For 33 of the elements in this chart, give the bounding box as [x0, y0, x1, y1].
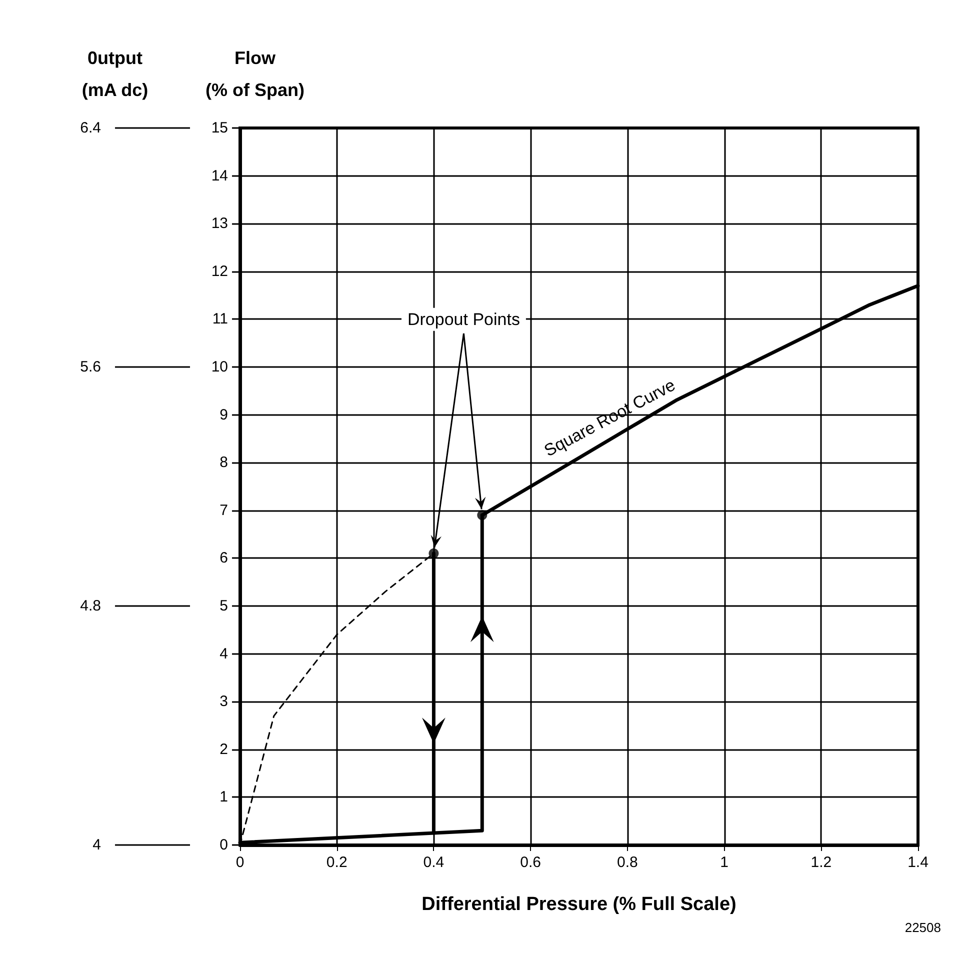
x-tick-label: 0.8: [617, 854, 638, 871]
y-tick-label: 4: [220, 645, 228, 662]
y-tick-label: 5: [220, 598, 228, 614]
y2-tick-label: 5.6: [80, 358, 101, 376]
x-tick-label: 1.2: [810, 854, 832, 871]
y-tick-label: 2: [220, 740, 228, 758]
text: 22508: [904, 920, 942, 935]
y-tick-label: 12: [211, 262, 228, 280]
y-tick-label: 3: [220, 693, 228, 710]
y-tick-label: 9: [220, 406, 228, 424]
x-tick-label: 0: [236, 854, 244, 871]
y2-tick-label: 6.4: [80, 120, 101, 136]
annotation: Dropout Points: [407, 310, 520, 329]
y-tick-label: 6: [220, 550, 228, 567]
y-tick-label: 0: [220, 836, 228, 854]
x-tick-label: 0.4: [423, 854, 444, 871]
x-tick-label: 1.4: [908, 854, 928, 871]
y-tick-label: 14: [211, 167, 228, 184]
x-tick-label: 1: [720, 854, 728, 871]
y-tick-label: 8: [220, 454, 228, 472]
y-tick-label: 15: [211, 120, 228, 136]
x-tick-label: 0.2: [326, 854, 348, 871]
y-tick-label: 13: [211, 215, 228, 232]
y-tick-label: 7: [220, 502, 228, 519]
y-tick-label: 11: [212, 310, 228, 328]
y-tick-label: 10: [211, 358, 228, 376]
y2-axis-title: 0utput (mA dc): [82, 48, 148, 100]
x-axis-title: Differential Pressure (% Full Scale): [422, 894, 736, 915]
y-axis-title: Flow (% of Span): [206, 48, 304, 100]
y2-tick-label: 4: [92, 836, 101, 854]
y-tick-label: 1: [220, 788, 228, 806]
x-tick-label: 0.6: [520, 854, 541, 871]
y2-tick-label: 4.8: [80, 598, 101, 614]
